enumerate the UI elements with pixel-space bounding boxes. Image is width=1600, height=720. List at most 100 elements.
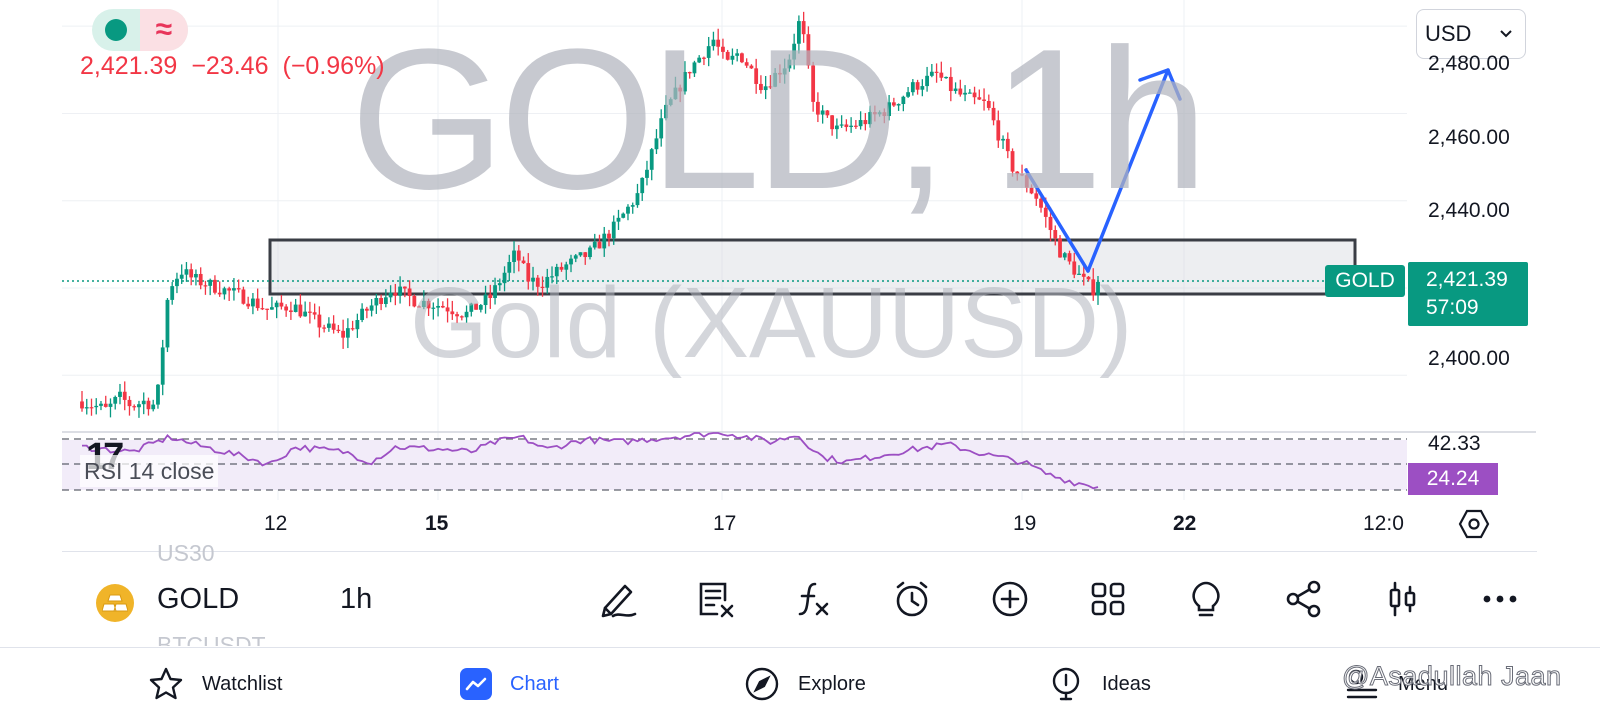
ghost-symbol-above[interactable]: US30 (157, 540, 215, 566)
nav-item-chart[interactable]: Chart (460, 661, 559, 707)
candle-up (165, 299, 170, 348)
candle-down (317, 314, 322, 328)
candle-up (906, 92, 910, 97)
candle-up (388, 292, 393, 298)
candle-up (293, 304, 298, 313)
menu-icon (1346, 669, 1378, 699)
candle-down (127, 399, 132, 407)
price-axis-label: 2,440.00 (1428, 199, 1510, 222)
rsi-line (82, 432, 1099, 490)
interval-button[interactable]: 1h (340, 583, 373, 615)
candle-up (787, 59, 792, 69)
candle-down (455, 314, 459, 317)
candle-up (497, 283, 502, 286)
candle-up (735, 53, 740, 56)
symbol-price-tag: GOLD (1325, 265, 1405, 297)
candle-down (1039, 198, 1043, 208)
time-axis-label: 12 (264, 512, 288, 535)
candle-down (450, 311, 455, 315)
candle-up (270, 307, 274, 310)
candle-down (801, 21, 806, 35)
nav-item-explore[interactable]: Explore (744, 661, 866, 707)
candle-down (1005, 138, 1010, 152)
candle-up (326, 323, 331, 328)
candle-down (939, 72, 944, 78)
nav-item-menu[interactable]: Menu (1344, 661, 1448, 707)
candle-up (611, 221, 616, 239)
candle-up (668, 99, 673, 105)
candle-down (1010, 151, 1015, 172)
rsi-legend[interactable]: RSI 14 close (80, 455, 219, 487)
candle-down (488, 294, 493, 299)
candle-up (621, 213, 626, 218)
candle-down (1020, 174, 1024, 176)
compass-icon (745, 667, 779, 701)
add-circle-icon[interactable] (984, 573, 1036, 625)
candle-up (232, 288, 236, 291)
candle-down (341, 330, 346, 338)
indicators-fx-icon[interactable] (788, 573, 840, 625)
bar-countdown: 57:09 (1426, 296, 1479, 319)
nav-item-watchlist[interactable]: Watchlist (148, 661, 282, 707)
candle-up (868, 112, 873, 125)
market-status-pill[interactable]: ≈ (92, 9, 188, 51)
price-change: −23.46 (191, 52, 269, 80)
candle-up (796, 21, 801, 44)
projection-up-line (1086, 68, 1170, 273)
candle-up (374, 297, 379, 306)
candle-down (1091, 279, 1096, 296)
candle-down (759, 83, 763, 91)
candle-down (778, 72, 782, 75)
candle-up (194, 273, 198, 278)
candle-down (1072, 261, 1077, 275)
candle-up (507, 262, 512, 273)
candle-down (535, 277, 540, 287)
candle-up (578, 252, 583, 256)
candle-down (740, 53, 744, 63)
market-open-dot (105, 19, 127, 41)
candle-down (203, 285, 208, 287)
edit-list-icon[interactable] (690, 573, 742, 625)
candle-up (635, 193, 640, 206)
candle-down (982, 99, 986, 101)
more-dots-icon[interactable] (1474, 573, 1526, 625)
candle-down (379, 297, 384, 304)
time-axis-label: 22 (1173, 512, 1197, 535)
candle-up (839, 124, 844, 126)
symbol-button[interactable]: GOLD (157, 583, 240, 615)
price-axis-label: 2,400.00 (1428, 347, 1510, 370)
candle-down (996, 120, 1001, 141)
candle-up (792, 43, 797, 60)
currency-select[interactable]: USD (1416, 9, 1526, 59)
share-icon[interactable] (1278, 573, 1330, 625)
candle-down (445, 307, 450, 312)
layout-grid-icon[interactable] (1082, 573, 1134, 625)
draw-pen-icon[interactable] (592, 573, 644, 625)
candle-up (118, 391, 122, 397)
candle-down (298, 304, 303, 317)
candle-down (825, 110, 830, 116)
candle-down (977, 97, 982, 100)
candle-style-icon[interactable] (1376, 573, 1428, 625)
candle-up (222, 288, 227, 295)
candle-down (721, 46, 725, 52)
nav-item-ideas[interactable]: Ideas (1048, 661, 1151, 707)
rsi-band (62, 440, 1407, 490)
candle-down (246, 303, 251, 307)
candle-up (910, 82, 915, 93)
candle-up (303, 311, 308, 317)
ideas-lightbulb-icon[interactable] (1180, 573, 1232, 625)
candle-up (360, 308, 365, 321)
candle-down (1015, 171, 1020, 175)
candle-up (573, 255, 578, 259)
candle-up (184, 269, 189, 275)
candle-down (526, 263, 531, 282)
hexagon-settings-icon[interactable] (1458, 509, 1490, 539)
candle-down (1053, 230, 1058, 239)
alert-clock-icon[interactable] (886, 573, 938, 625)
watermark-title: GOLD, 1h (350, 8, 1208, 231)
candle-down (1048, 216, 1053, 231)
candle-down (279, 302, 284, 307)
ghost-symbol-below[interactable]: BTCUSDT (157, 632, 266, 646)
